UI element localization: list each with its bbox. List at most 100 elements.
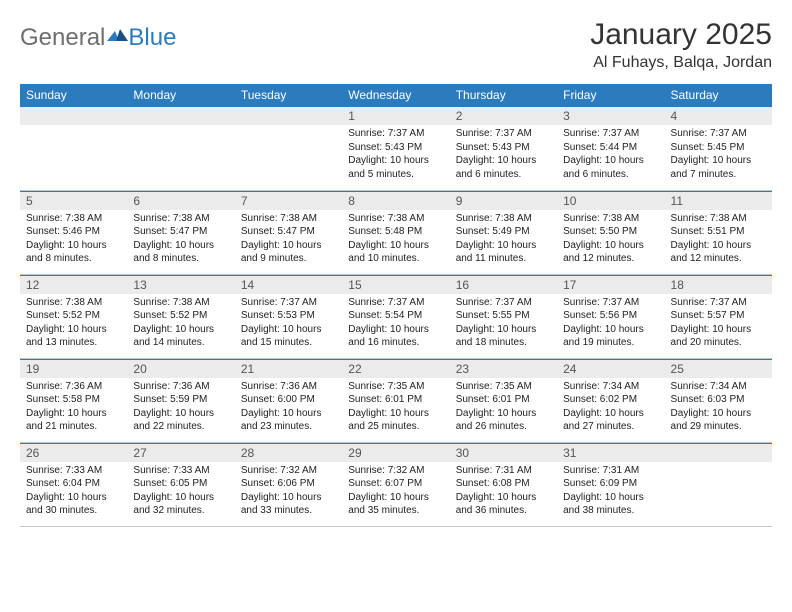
sunset-line: Sunset: 6:04 PM (26, 477, 121, 491)
calendar-day-cell: 11Sunrise: 7:38 AMSunset: 5:51 PMDayligh… (665, 190, 772, 274)
sunrise-line: Sunrise: 7:38 AM (456, 212, 551, 226)
sunrise-line: Sunrise: 7:36 AM (241, 380, 336, 394)
weekday-header: Friday (557, 84, 664, 106)
daylight-line: Daylight: 10 hours and 8 minutes. (133, 239, 228, 266)
daylight-line: Daylight: 10 hours and 25 minutes. (348, 407, 443, 434)
sunset-line: Sunset: 5:44 PM (563, 141, 658, 155)
daylight-line: Daylight: 10 hours and 13 minutes. (26, 323, 121, 350)
sunset-line: Sunset: 5:45 PM (671, 141, 766, 155)
sunrise-line: Sunrise: 7:37 AM (348, 127, 443, 141)
day-details: Sunrise: 7:38 AMSunset: 5:47 PMDaylight:… (235, 210, 342, 270)
sunset-line: Sunset: 6:03 PM (671, 393, 766, 407)
daylight-line: Daylight: 10 hours and 36 minutes. (456, 491, 551, 518)
day-details: Sunrise: 7:35 AMSunset: 6:01 PMDaylight:… (450, 378, 557, 438)
day-number: 27 (127, 443, 234, 462)
sunrise-line: Sunrise: 7:32 AM (348, 464, 443, 478)
calendar-week-row: 26Sunrise: 7:33 AMSunset: 6:04 PMDayligh… (20, 442, 772, 526)
day-details: Sunrise: 7:38 AMSunset: 5:47 PMDaylight:… (127, 210, 234, 270)
day-details: Sunrise: 7:35 AMSunset: 6:01 PMDaylight:… (342, 378, 449, 438)
sunrise-line: Sunrise: 7:36 AM (133, 380, 228, 394)
sunset-line: Sunset: 6:05 PM (133, 477, 228, 491)
day-details: Sunrise: 7:37 AMSunset: 5:43 PMDaylight:… (450, 125, 557, 185)
daylight-line: Daylight: 10 hours and 23 minutes. (241, 407, 336, 434)
sunrise-line: Sunrise: 7:38 AM (133, 296, 228, 310)
day-number: 13 (127, 275, 234, 294)
day-number: 28 (235, 443, 342, 462)
sunset-line: Sunset: 5:55 PM (456, 309, 551, 323)
day-details: Sunrise: 7:38 AMSunset: 5:48 PMDaylight:… (342, 210, 449, 270)
logo-word2: Blue (128, 24, 176, 52)
calendar-day-cell: 12Sunrise: 7:38 AMSunset: 5:52 PMDayligh… (20, 274, 127, 358)
sunset-line: Sunset: 5:59 PM (133, 393, 228, 407)
day-details: Sunrise: 7:31 AMSunset: 6:08 PMDaylight:… (450, 462, 557, 522)
calendar-day-cell: 5Sunrise: 7:38 AMSunset: 5:46 PMDaylight… (20, 190, 127, 274)
day-details: Sunrise: 7:37 AMSunset: 5:54 PMDaylight:… (342, 294, 449, 354)
sunrise-line: Sunrise: 7:37 AM (563, 127, 658, 141)
calendar-day-cell: 3Sunrise: 7:37 AMSunset: 5:44 PMDaylight… (557, 106, 664, 190)
sunset-line: Sunset: 5:54 PM (348, 309, 443, 323)
day-details: Sunrise: 7:37 AMSunset: 5:44 PMDaylight:… (557, 125, 664, 185)
sunset-line: Sunset: 6:00 PM (241, 393, 336, 407)
weekday-header: Sunday (20, 84, 127, 106)
day-details: Sunrise: 7:36 AMSunset: 5:58 PMDaylight:… (20, 378, 127, 438)
calendar-day-cell: 23Sunrise: 7:35 AMSunset: 6:01 PMDayligh… (450, 358, 557, 442)
day-details: Sunrise: 7:37 AMSunset: 5:45 PMDaylight:… (665, 125, 772, 185)
day-number: 14 (235, 275, 342, 294)
day-details: Sunrise: 7:38 AMSunset: 5:52 PMDaylight:… (20, 294, 127, 354)
daylight-line: Daylight: 10 hours and 19 minutes. (563, 323, 658, 350)
title-block: January 2025 Al Fuhays, Balqa, Jordan (590, 18, 772, 72)
day-number: 23 (450, 359, 557, 378)
sunrise-line: Sunrise: 7:34 AM (671, 380, 766, 394)
daylight-line: Daylight: 10 hours and 35 minutes. (348, 491, 443, 518)
day-number: 17 (557, 275, 664, 294)
calendar-week-row: 12Sunrise: 7:38 AMSunset: 5:52 PMDayligh… (20, 274, 772, 358)
sunrise-line: Sunrise: 7:35 AM (456, 380, 551, 394)
calendar-day-cell: 9Sunrise: 7:38 AMSunset: 5:49 PMDaylight… (450, 190, 557, 274)
sunset-line: Sunset: 5:48 PM (348, 225, 443, 239)
day-number: 29 (342, 443, 449, 462)
daylight-line: Daylight: 10 hours and 26 minutes. (456, 407, 551, 434)
page-title: January 2025 (590, 18, 772, 52)
sunset-line: Sunset: 6:06 PM (241, 477, 336, 491)
sunrise-line: Sunrise: 7:37 AM (348, 296, 443, 310)
calendar-day-cell: 8Sunrise: 7:38 AMSunset: 5:48 PMDaylight… (342, 190, 449, 274)
weekday-header: Monday (127, 84, 234, 106)
daylight-line: Daylight: 10 hours and 6 minutes. (456, 154, 551, 181)
day-number: 30 (450, 443, 557, 462)
day-details: Sunrise: 7:33 AMSunset: 6:05 PMDaylight:… (127, 462, 234, 522)
day-details: Sunrise: 7:38 AMSunset: 5:50 PMDaylight:… (557, 210, 664, 270)
sunrise-line: Sunrise: 7:34 AM (563, 380, 658, 394)
calendar-day-cell: 22Sunrise: 7:35 AMSunset: 6:01 PMDayligh… (342, 358, 449, 442)
sunset-line: Sunset: 6:01 PM (348, 393, 443, 407)
daylight-line: Daylight: 10 hours and 16 minutes. (348, 323, 443, 350)
daylight-line: Daylight: 10 hours and 12 minutes. (671, 239, 766, 266)
calendar-day-cell: 7Sunrise: 7:38 AMSunset: 5:47 PMDaylight… (235, 190, 342, 274)
daylight-line: Daylight: 10 hours and 12 minutes. (563, 239, 658, 266)
sunset-line: Sunset: 5:57 PM (671, 309, 766, 323)
calendar-day-cell: 31Sunrise: 7:31 AMSunset: 6:09 PMDayligh… (557, 442, 664, 526)
sunset-line: Sunset: 6:02 PM (563, 393, 658, 407)
logo-word1: General (20, 24, 105, 52)
calendar-day-cell: 15Sunrise: 7:37 AMSunset: 5:54 PMDayligh… (342, 274, 449, 358)
day-number: 22 (342, 359, 449, 378)
day-number: 9 (450, 191, 557, 210)
day-number: 18 (665, 275, 772, 294)
day-number: 7 (235, 191, 342, 210)
weekday-header: Saturday (665, 84, 772, 106)
daylight-line: Daylight: 10 hours and 30 minutes. (26, 491, 121, 518)
day-details: Sunrise: 7:32 AMSunset: 6:07 PMDaylight:… (342, 462, 449, 522)
day-number: . (127, 106, 234, 125)
day-number: 4 (665, 106, 772, 125)
daylight-line: Daylight: 10 hours and 38 minutes. (563, 491, 658, 518)
calendar-day-cell: 6Sunrise: 7:38 AMSunset: 5:47 PMDaylight… (127, 190, 234, 274)
day-number: 25 (665, 359, 772, 378)
location-subtitle: Al Fuhays, Balqa, Jordan (590, 54, 772, 72)
sunset-line: Sunset: 5:53 PM (241, 309, 336, 323)
calendar-day-cell: 28Sunrise: 7:32 AMSunset: 6:06 PMDayligh… (235, 442, 342, 526)
sunrise-line: Sunrise: 7:38 AM (26, 212, 121, 226)
sunrise-line: Sunrise: 7:38 AM (241, 212, 336, 226)
daylight-line: Daylight: 10 hours and 33 minutes. (241, 491, 336, 518)
calendar-day-cell: 19Sunrise: 7:36 AMSunset: 5:58 PMDayligh… (20, 358, 127, 442)
sunset-line: Sunset: 5:46 PM (26, 225, 121, 239)
day-number: 5 (20, 191, 127, 210)
